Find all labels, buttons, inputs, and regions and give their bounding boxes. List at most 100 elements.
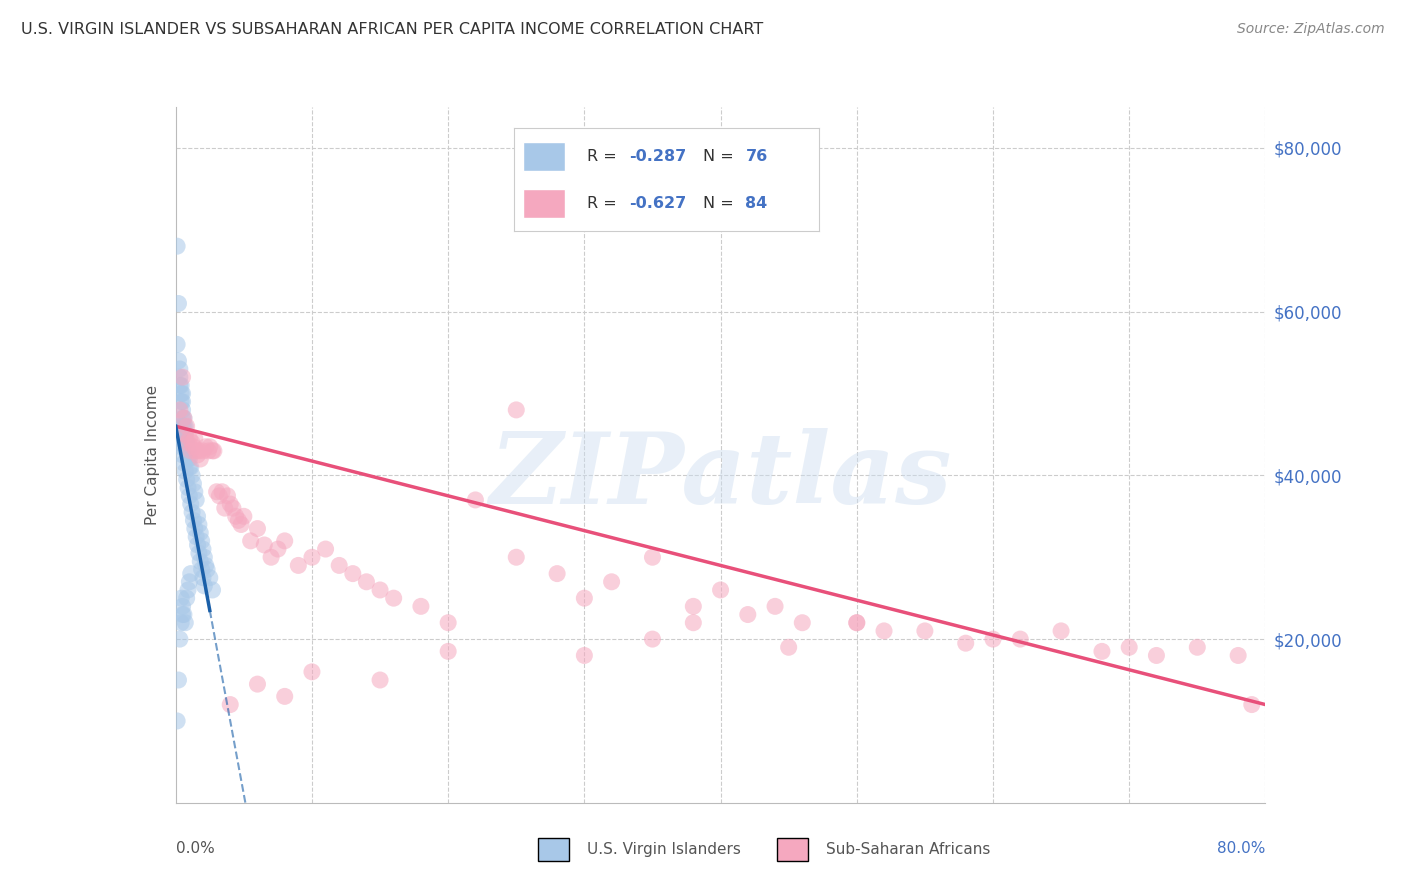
Point [342,566,364,581]
Text: N =: N = [703,196,738,211]
Point [187,546,209,560]
Point [253,538,276,552]
Point [792,615,814,630]
Text: R =: R = [586,149,621,164]
Point [186,509,209,524]
Text: Source: ZipAtlas.com: Source: ZipAtlas.com [1237,22,1385,37]
Text: N =: N = [703,149,738,164]
Point [356,574,378,589]
Point [173,607,195,622]
Point [225,509,247,524]
Point [246,522,269,536]
Point [170,386,193,401]
Point [315,542,337,557]
Point [177,452,200,467]
Point [193,579,215,593]
Point [217,489,239,503]
Point [174,615,197,630]
Point [174,464,197,478]
Point [228,513,250,527]
Point [174,427,197,442]
Point [176,591,198,606]
Point [437,615,460,630]
Point [184,484,207,499]
Point [170,378,193,392]
Point [232,509,254,524]
Point [1240,698,1263,712]
Point [172,599,194,614]
Point [169,403,191,417]
Point [172,386,194,401]
Point [1118,640,1140,655]
Text: 0.0%: 0.0% [176,841,215,856]
Point [172,403,194,417]
Point [187,443,209,458]
Bar [523,189,565,219]
Point [409,599,432,614]
Point [287,558,309,573]
Point [464,492,486,507]
Point [186,448,209,462]
Point [176,473,198,487]
Point [219,698,242,712]
Point [301,665,323,679]
Point [172,419,194,434]
Point [981,632,1004,646]
Point [183,440,205,454]
Y-axis label: Per Capita Income: Per Capita Income [145,384,160,525]
Point [682,615,704,630]
Text: Sub-Saharan Africans: Sub-Saharan Africans [825,842,990,856]
Point [173,427,195,442]
Point [186,492,208,507]
Point [184,522,207,536]
Point [186,443,208,458]
Point [181,435,204,450]
Bar [523,142,565,171]
Point [183,513,205,527]
Point [211,484,233,499]
Point [682,599,704,614]
Point [180,566,202,581]
Point [167,673,190,687]
Point [173,411,195,425]
Point [845,615,868,630]
Point [201,443,224,458]
Text: 84: 84 [745,196,768,211]
Text: 80.0%: 80.0% [1218,841,1265,856]
Point [778,640,800,655]
Point [197,443,219,458]
Point [174,435,197,450]
Point [195,562,218,576]
Point [1091,644,1114,658]
Point [167,353,190,368]
Point [169,435,191,450]
Point [170,394,193,409]
Point [763,599,786,614]
Point [166,714,188,728]
Point [198,571,221,585]
Point [1050,624,1073,638]
Point [172,370,194,384]
Point [173,419,195,434]
Point [194,558,217,573]
Point [172,411,194,425]
Point [231,517,253,532]
Point [546,566,568,581]
Point [176,419,198,434]
Point [179,489,201,503]
Point [174,419,197,434]
Point [183,476,205,491]
Point [202,443,225,458]
Point [179,574,201,589]
Point [1010,632,1032,646]
Text: U.S. VIRGIN ISLANDER VS SUBSAHARAN AFRICAN PER CAPITA INCOME CORRELATION CHART: U.S. VIRGIN ISLANDER VS SUBSAHARAN AFRIC… [21,22,763,37]
Point [239,533,262,548]
Point [274,533,297,548]
Text: R =: R = [586,196,621,211]
Point [186,538,209,552]
Point [172,607,194,622]
Point [169,370,191,384]
Point [169,432,191,446]
Point [201,582,224,597]
Point [198,440,221,454]
